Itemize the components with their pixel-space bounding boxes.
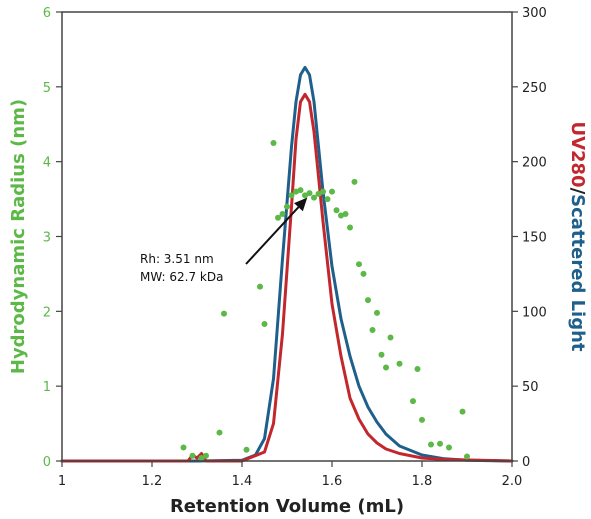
radius-data-point <box>342 211 349 218</box>
y-left-tick-label: 3 <box>43 231 51 246</box>
x-tick-label: 1 <box>58 474 66 489</box>
radius-data-point <box>446 444 452 451</box>
radius-data-point <box>414 365 421 372</box>
radius-data-point <box>189 452 196 459</box>
scattered-light-series-line <box>60 65 514 463</box>
radius-data-point <box>347 224 353 231</box>
radius-data-point <box>356 261 362 268</box>
y-right-tick-label: 150 <box>522 231 547 246</box>
radius-data-point <box>419 416 425 423</box>
radius-data-point <box>387 334 394 341</box>
radius-data-point <box>324 196 331 203</box>
annotation-rh: Rh: 3.51 nm <box>140 252 214 266</box>
radius-data-point <box>198 455 205 462</box>
radius-data-point <box>279 211 286 218</box>
radius-data-point <box>180 444 187 451</box>
y-right-axis-ticks: 0 50 100 150 200 250 300 <box>512 6 547 470</box>
annotation-arrowhead <box>294 197 308 212</box>
uv280-series-line <box>60 92 514 463</box>
radius-data-point <box>396 360 403 367</box>
radius-data-point <box>329 188 335 195</box>
y-right-tick-label: 250 <box>522 81 547 96</box>
y-right-title-uv: UV280 <box>567 121 588 187</box>
y-right-title-scatter: Scattered Light <box>567 194 588 352</box>
y-left-tick-label: 0 <box>43 455 51 470</box>
radius-data-point <box>374 309 380 316</box>
radius-data-point <box>261 321 268 328</box>
plot-content <box>60 65 514 463</box>
radius-data-point <box>320 188 326 195</box>
plot-frame <box>61 11 513 462</box>
radius-data-point <box>306 190 313 197</box>
radius-data-point <box>410 398 416 405</box>
radius-data-point <box>275 214 281 221</box>
x-tick-label: 1.8 <box>412 474 433 489</box>
radius-data-point <box>338 212 344 219</box>
radius-data-point <box>257 283 263 290</box>
y-left-tick-label: 2 <box>43 305 51 320</box>
radius-data-point <box>311 194 317 201</box>
y-left-axis-title: Hydrodynamic Radius (nm) <box>8 99 29 374</box>
radius-data-point <box>351 178 358 185</box>
radius-data-point <box>437 440 443 447</box>
y-left-tick-label: 1 <box>43 380 51 395</box>
radius-data-point <box>464 453 470 460</box>
radius-data-point <box>243 446 250 453</box>
radius-data-point <box>315 190 322 197</box>
radius-data-point <box>383 364 389 371</box>
radius-data-point <box>428 441 434 448</box>
annotation-mw: MW: 62.7 kDa <box>140 270 223 284</box>
radius-data-point <box>270 139 277 146</box>
y-left-axis-ticks: 0 1 2 3 4 5 6 <box>43 6 62 470</box>
radius-data-point <box>302 192 308 199</box>
radius-data-point <box>216 429 223 436</box>
y-right-axis-title: UV280/Scattered Light <box>567 121 588 351</box>
y-right-tick-label: 0 <box>522 455 530 470</box>
y-right-tick-label: 100 <box>522 305 547 320</box>
radius-data-point <box>365 297 371 304</box>
radius-data-point <box>360 270 367 277</box>
peak-annotation: Rh: 3.51 nm MW: 62.7 kDa <box>140 197 308 284</box>
y-left-tick-label: 5 <box>43 81 51 96</box>
x-tick-label: 1.4 <box>232 474 253 489</box>
radius-data-point <box>284 203 290 210</box>
radius-data-point <box>293 188 299 195</box>
x-tick-label: 1.6 <box>322 474 343 489</box>
y-left-tick-label: 6 <box>43 6 51 21</box>
radius-data-point <box>288 192 295 199</box>
x-axis-ticks: 1 1.2 1.4 1.6 1.8 2.0 <box>58 461 522 489</box>
y-right-title-slash: / <box>567 188 588 195</box>
y-left-tick-label: 4 <box>43 156 51 171</box>
x-tick-label: 1.2 <box>142 474 163 489</box>
radius-data-point <box>378 351 385 358</box>
x-axis-title: Retention Volume (mL) <box>170 496 404 517</box>
radius-data-point <box>203 452 209 459</box>
radius-data-point <box>459 408 466 415</box>
annotation-arrow <box>245 206 300 265</box>
radius-data-point <box>221 310 227 317</box>
x-tick-label: 2.0 <box>502 474 523 489</box>
radius-data-point <box>369 327 376 334</box>
y-right-tick-label: 50 <box>522 380 539 395</box>
radius-data-point <box>297 187 304 194</box>
y-right-tick-label: 300 <box>522 6 547 21</box>
radius-data-point <box>333 207 340 214</box>
y-right-tick-label: 200 <box>522 156 547 171</box>
